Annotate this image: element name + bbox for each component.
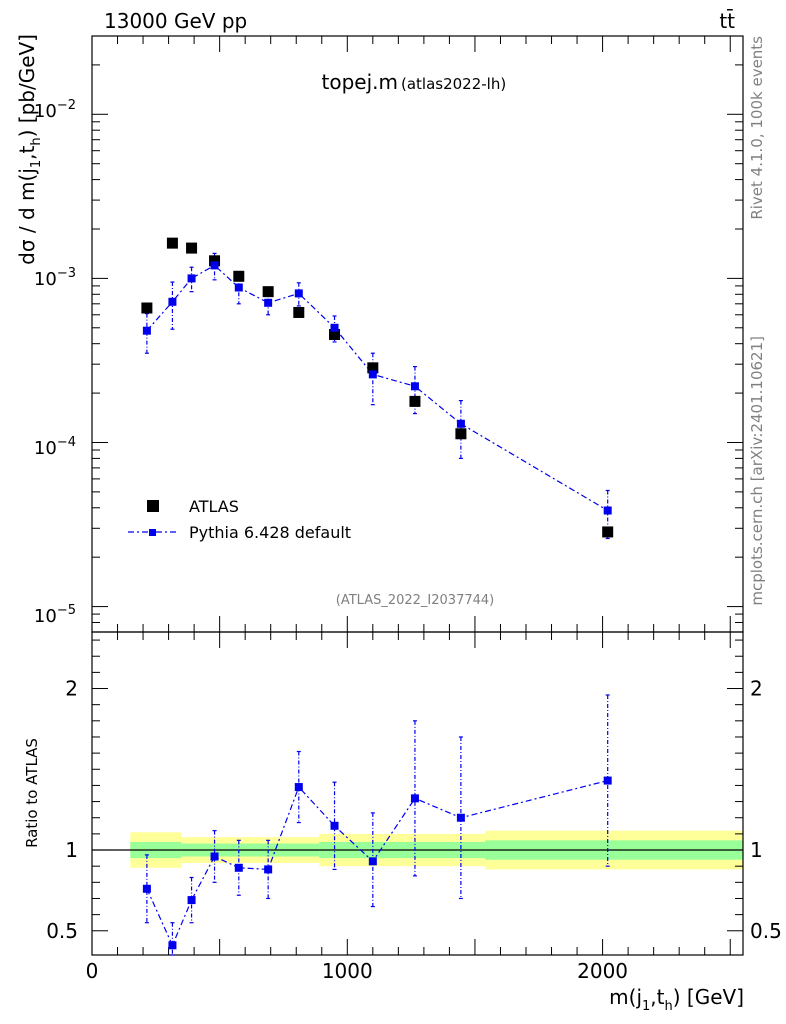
atlas-point — [367, 362, 379, 374]
plot-title: topej.m — [322, 70, 398, 94]
main-ylabel: dσ / d m(j1,th) [pb/GeV] — [15, 34, 44, 265]
atlas-point — [293, 306, 305, 318]
mc-point — [234, 283, 243, 292]
mc-series-line — [146, 264, 608, 512]
legend: ATLAS Pythia 6.428 default — [128, 497, 351, 542]
atlas-point — [602, 526, 614, 538]
ratio-tick-labels: 0.5 0.5 1 1 2 2 — [46, 677, 782, 943]
legend-mc-label: Pythia 6.428 default — [189, 523, 351, 542]
atlas-point — [186, 242, 198, 254]
mc-point — [330, 323, 339, 332]
ratio-point — [264, 865, 273, 874]
atlas-point — [455, 428, 467, 440]
xtick-label: 0 — [86, 959, 99, 983]
ratio-point — [168, 941, 177, 950]
ratio-ytick-label: 2 — [750, 677, 763, 701]
ratio-point — [410, 794, 419, 803]
ytick-label-1e-4: 10−4 — [34, 435, 76, 459]
ratio-series-line — [146, 779, 608, 947]
ratio-ticks — [91, 632, 743, 955]
main-frame — [91, 35, 744, 633]
mc-point — [410, 382, 419, 391]
mc-point — [142, 326, 151, 335]
energy-label: 13000 GeV pp — [104, 9, 247, 33]
main-panel: 10−2 10−3 10−4 10−5 topej.m (atlas2022-l… — [15, 34, 744, 633]
ratio-ytick-label: 0.5 — [46, 919, 78, 943]
mc-point — [210, 261, 219, 270]
legend-atlas-label: ATLAS — [189, 497, 239, 516]
mc-point — [264, 298, 273, 307]
analysis-watermark: (ATLAS_2022_I2037744) — [336, 593, 494, 608]
main-tick-labels: 10−2 10−3 10−4 10−5 — [34, 98, 76, 627]
legend-atlas-marker — [147, 500, 159, 512]
xtick-label: 2000 — [577, 959, 628, 983]
mc-point — [368, 370, 377, 379]
atlas-point — [409, 395, 421, 407]
ratio-point — [603, 776, 612, 785]
ratio-point — [368, 857, 377, 866]
ratio-point — [234, 863, 243, 872]
ratio-ylabel: Ratio to ATLAS — [23, 738, 41, 848]
main-ticks — [91, 35, 743, 633]
ratio-point — [210, 852, 219, 861]
rivet-label: Rivet 4.1.0, 100k events — [748, 36, 766, 220]
ratio-panel: Ratio to ATLAS 0.5 0.5 1 1 2 2 — [23, 631, 782, 956]
ratio-point — [142, 884, 151, 893]
ytick-label-1e-2: 10−2 — [34, 98, 76, 122]
atlas-point — [141, 302, 153, 314]
xtick-label: 1000 — [322, 959, 373, 983]
legend-mc-marker — [149, 529, 156, 536]
ratio-point — [330, 821, 339, 830]
atlas-point — [166, 237, 178, 249]
ratio-ytick-label: 2 — [65, 677, 78, 701]
ratio-marks — [142, 694, 612, 956]
mc-point — [168, 297, 177, 306]
process-label: tt̄ — [719, 8, 735, 33]
mc-point — [294, 289, 303, 298]
mc-point — [456, 419, 465, 428]
ytick-label-1e-5: 10−5 — [34, 603, 76, 627]
plot-subtitle: (atlas2022-lh) — [401, 75, 506, 93]
atlas-point — [233, 270, 245, 282]
ratio-ytick-label: 0.5 — [750, 919, 782, 943]
atlas-point — [262, 286, 274, 298]
ratio-point — [187, 896, 196, 905]
atlas-point — [209, 255, 221, 267]
ratio-point — [294, 783, 303, 792]
atlas-point — [329, 329, 341, 341]
mc-point — [603, 506, 612, 515]
ratio-frame — [91, 631, 744, 956]
ratio-ytick-label: 1 — [750, 838, 763, 862]
main-marks — [141, 237, 614, 540]
ytick-label-1e-3: 10−3 — [34, 266, 76, 290]
ratio-point — [456, 813, 465, 822]
mc-point — [187, 274, 196, 283]
x-axis-title: m(j1,th) [GeV] — [609, 985, 744, 1014]
ratio-ytick-label: 1 — [65, 838, 78, 862]
mcplots-label: mcplots.cern.ch [arXiv:2401.10621] — [748, 336, 766, 606]
x-tick-labels: 0 1000 2000 — [86, 959, 628, 983]
